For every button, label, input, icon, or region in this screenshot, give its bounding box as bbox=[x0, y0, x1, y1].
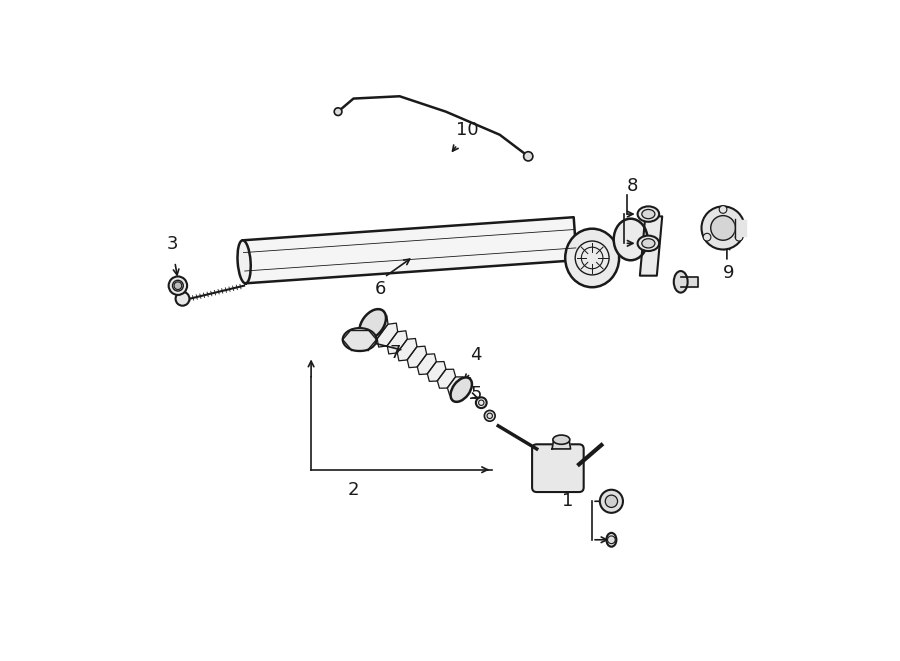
Text: 7: 7 bbox=[390, 344, 401, 362]
Circle shape bbox=[605, 495, 617, 508]
Ellipse shape bbox=[476, 397, 487, 408]
Text: 1: 1 bbox=[562, 492, 573, 510]
Text: 3: 3 bbox=[167, 235, 178, 253]
Ellipse shape bbox=[359, 309, 386, 339]
Circle shape bbox=[176, 292, 189, 305]
Polygon shape bbox=[377, 323, 398, 347]
FancyBboxPatch shape bbox=[532, 444, 584, 492]
Text: 6: 6 bbox=[374, 280, 386, 297]
Circle shape bbox=[484, 410, 495, 421]
Ellipse shape bbox=[614, 219, 648, 260]
Ellipse shape bbox=[565, 229, 619, 288]
Ellipse shape bbox=[637, 235, 659, 251]
Ellipse shape bbox=[553, 435, 570, 444]
Polygon shape bbox=[640, 216, 662, 276]
Text: 2: 2 bbox=[347, 481, 359, 499]
Polygon shape bbox=[243, 217, 577, 284]
Polygon shape bbox=[397, 338, 417, 361]
Ellipse shape bbox=[637, 206, 659, 222]
Polygon shape bbox=[447, 377, 465, 395]
Ellipse shape bbox=[674, 271, 688, 293]
Text: 10: 10 bbox=[456, 122, 479, 139]
Text: 4: 4 bbox=[471, 346, 482, 364]
Polygon shape bbox=[552, 440, 571, 449]
Text: 5: 5 bbox=[471, 385, 482, 403]
Circle shape bbox=[174, 282, 182, 290]
Text: 9: 9 bbox=[723, 264, 734, 282]
Circle shape bbox=[600, 490, 623, 513]
Polygon shape bbox=[428, 362, 446, 381]
Circle shape bbox=[703, 233, 711, 241]
Ellipse shape bbox=[173, 280, 184, 291]
Circle shape bbox=[334, 108, 342, 116]
Polygon shape bbox=[437, 369, 455, 388]
Circle shape bbox=[719, 206, 727, 214]
Polygon shape bbox=[735, 220, 746, 235]
Ellipse shape bbox=[238, 241, 251, 284]
Ellipse shape bbox=[451, 377, 472, 402]
Polygon shape bbox=[367, 315, 388, 340]
Circle shape bbox=[735, 233, 742, 241]
Circle shape bbox=[524, 152, 533, 161]
Polygon shape bbox=[387, 330, 408, 354]
Circle shape bbox=[701, 206, 744, 249]
Polygon shape bbox=[418, 354, 436, 375]
Ellipse shape bbox=[642, 210, 655, 219]
Ellipse shape bbox=[642, 239, 655, 248]
Ellipse shape bbox=[607, 533, 616, 547]
Circle shape bbox=[711, 215, 735, 240]
Ellipse shape bbox=[168, 276, 187, 295]
Ellipse shape bbox=[343, 328, 376, 351]
Text: 8: 8 bbox=[626, 177, 638, 195]
Polygon shape bbox=[408, 346, 427, 368]
Polygon shape bbox=[680, 277, 698, 288]
